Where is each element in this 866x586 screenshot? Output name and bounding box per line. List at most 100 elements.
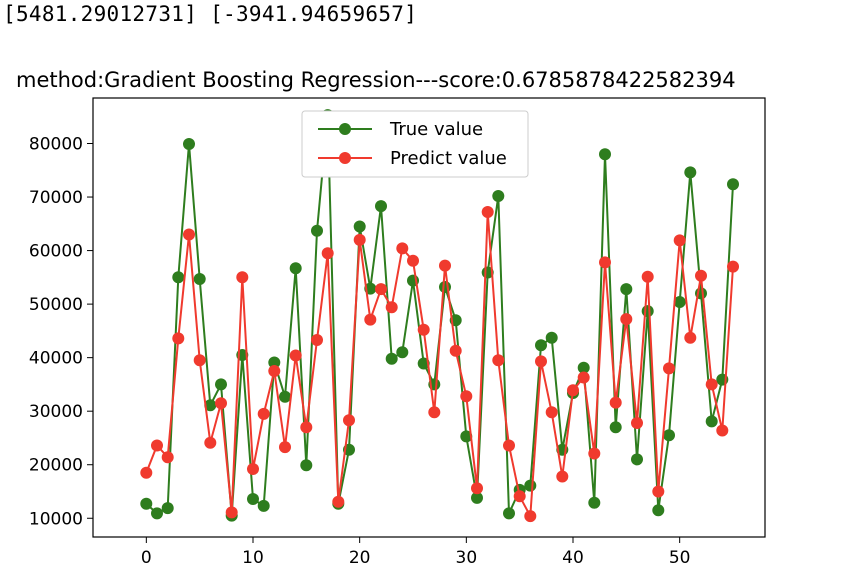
point-true-value-49 (663, 429, 675, 442)
point-predict-value-3 (172, 332, 185, 345)
y-tick-label-20000: 20000 (29, 456, 83, 476)
point-predict-value-35 (513, 490, 526, 503)
x-tick-label-10: 10 (242, 548, 264, 568)
point-predict-value-19 (343, 414, 355, 427)
point-true-value-53 (705, 415, 718, 428)
point-predict-value-28 (439, 259, 451, 272)
point-predict-value-25 (407, 254, 419, 267)
legend-marker-true (339, 123, 351, 135)
point-true-value-0 (140, 497, 153, 510)
point-true-value-44 (609, 421, 622, 434)
x-tick-label-0: 0 (141, 548, 152, 568)
point-predict-value-40 (567, 384, 579, 397)
point-predict-value-34 (503, 439, 515, 452)
point-predict-value-21 (364, 313, 377, 326)
point-true-value-4 (183, 138, 195, 150)
y-tick-label-60000: 60000 (29, 242, 83, 262)
y-tick-label-40000: 40000 (29, 349, 83, 369)
point-predict-value-16 (311, 334, 323, 346)
point-predict-value-38 (545, 406, 558, 419)
chart-title: method:Gradient Boosting Regression---sc… (16, 68, 736, 92)
point-predict-value-18 (332, 495, 345, 508)
point-true-value-11 (257, 499, 270, 512)
point-predict-value-7 (215, 397, 227, 410)
point-true-value-45 (620, 283, 633, 296)
point-predict-value-41 (577, 371, 590, 384)
point-true-value-1 (151, 507, 163, 520)
point-predict-value-5 (193, 354, 206, 367)
point-predict-value-1 (151, 439, 163, 452)
point-predict-value-32 (481, 206, 494, 218)
point-predict-value-46 (631, 417, 643, 429)
point-predict-value-8 (225, 506, 238, 519)
point-true-value-23 (385, 352, 398, 365)
point-predict-value-37 (535, 355, 547, 368)
point-predict-value-31 (471, 482, 483, 495)
point-true-value-51 (684, 166, 697, 179)
legend-label-true: True value (389, 119, 483, 140)
point-predict-value-50 (673, 234, 686, 247)
y-tick-label-50000: 50000 (29, 295, 83, 315)
point-predict-value-9 (236, 271, 249, 284)
point-true-value-13 (279, 390, 291, 403)
point-predict-value-20 (353, 233, 366, 246)
point-predict-value-42 (588, 447, 601, 460)
point-predict-value-24 (396, 242, 409, 255)
point-true-value-46 (631, 453, 643, 466)
x-tick-label-40: 40 (562, 548, 584, 568)
point-true-value-12 (268, 356, 281, 369)
point-predict-value-49 (663, 362, 675, 375)
point-predict-value-53 (705, 378, 718, 391)
legend-label-predict: Predict value (390, 148, 507, 169)
point-predict-value-54 (716, 424, 729, 437)
point-true-value-33 (492, 190, 505, 202)
point-predict-value-2 (161, 451, 174, 464)
point-predict-value-12 (268, 365, 281, 377)
point-true-value-20 (353, 220, 366, 233)
point-predict-value-47 (641, 270, 654, 283)
point-true-value-55 (727, 178, 739, 191)
point-true-value-48 (652, 504, 665, 517)
point-predict-value-14 (289, 349, 302, 362)
point-true-value-6 (204, 399, 217, 412)
point-true-value-10 (247, 493, 259, 505)
point-predict-value-48 (652, 485, 665, 498)
point-predict-value-51 (684, 331, 697, 344)
y-tick-label-80000: 80000 (29, 135, 83, 155)
point-predict-value-0 (140, 466, 153, 479)
point-predict-value-39 (556, 470, 569, 483)
point-true-value-43 (599, 148, 611, 161)
point-predict-value-6 (204, 436, 217, 449)
point-true-value-38 (545, 331, 558, 344)
point-predict-value-44 (609, 396, 622, 409)
y-tick-label-30000: 30000 (29, 402, 83, 422)
point-true-value-30 (460, 430, 473, 443)
x-tick-label-20: 20 (349, 548, 371, 568)
point-predict-value-22 (375, 283, 387, 296)
point-true-value-7 (215, 378, 227, 391)
legend-box (301, 110, 529, 178)
console-output: [5481.29012731] [-3941.94659657] (3, 2, 418, 26)
point-predict-value-52 (695, 269, 707, 282)
point-predict-value-15 (300, 421, 313, 434)
point-predict-value-43 (599, 256, 611, 269)
point-true-value-47 (641, 305, 654, 318)
point-predict-value-26 (417, 323, 430, 336)
point-true-value-22 (375, 200, 387, 213)
point-predict-value-10 (247, 463, 259, 475)
point-true-value-41 (577, 361, 590, 374)
point-true-value-24 (396, 346, 409, 359)
point-true-value-15 (300, 459, 313, 472)
y-tick-label-70000: 70000 (29, 188, 83, 208)
series-line-predict-value (145, 211, 734, 520)
y-tick-label-10000: 10000 (29, 509, 83, 529)
point-predict-value-13 (279, 441, 291, 454)
point-true-value-16 (311, 224, 323, 237)
legend: True value Predict value (301, 110, 529, 178)
point-predict-value-11 (257, 407, 270, 420)
point-true-value-36 (524, 479, 537, 492)
point-true-value-34 (503, 507, 515, 520)
point-predict-value-17 (321, 247, 334, 260)
point-predict-value-36 (524, 510, 537, 523)
point-predict-value-23 (385, 301, 398, 314)
